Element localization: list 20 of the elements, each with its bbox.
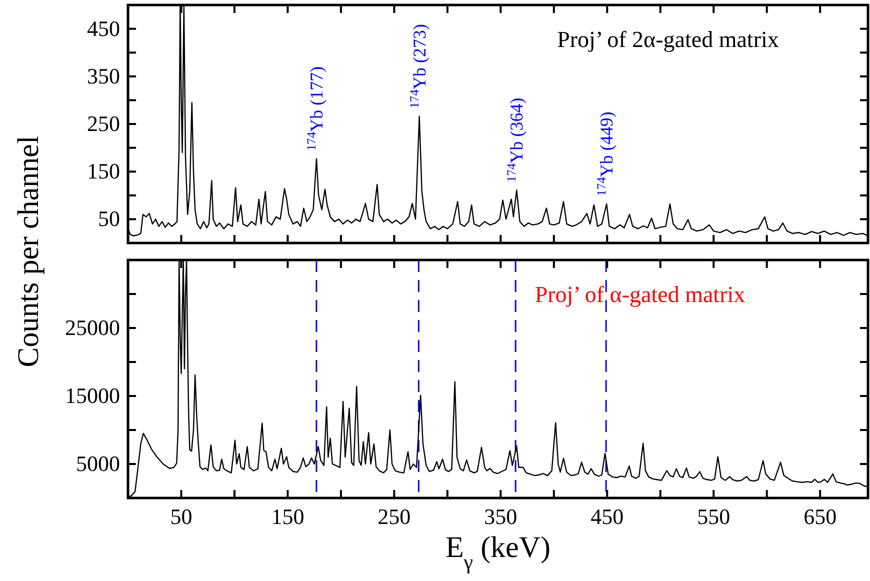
y-tick-label: 350 [87,63,120,88]
x-tick-label: 50 [170,504,192,529]
x-tick-label: 150 [271,504,304,529]
y-tick-label: 5000 [76,451,120,476]
x-tick-label: 650 [804,504,837,529]
line-series [128,260,868,498]
y-tick-label: 25000 [65,315,120,340]
y-axis-title: Counts per channel [12,136,45,368]
x-tick-label: 550 [697,504,730,529]
x-axis-title: E$_{γ}$ (keV) [445,531,551,574]
x-tick-label: 450 [590,504,624,529]
y-tick-label: 15000 [65,383,120,408]
y-tick-label: 250 [87,111,120,136]
text: Proj’ of α-gated matrix [534,282,746,307]
x-tick-label: 250 [378,504,411,529]
y-tick-label: 450 [87,16,120,41]
y-tick-label: 150 [87,158,120,184]
x-tick-label: 350 [484,504,518,529]
text: Proj’ of 2α-gated matrix [557,27,780,52]
y-tick-label: 50 [98,206,120,232]
